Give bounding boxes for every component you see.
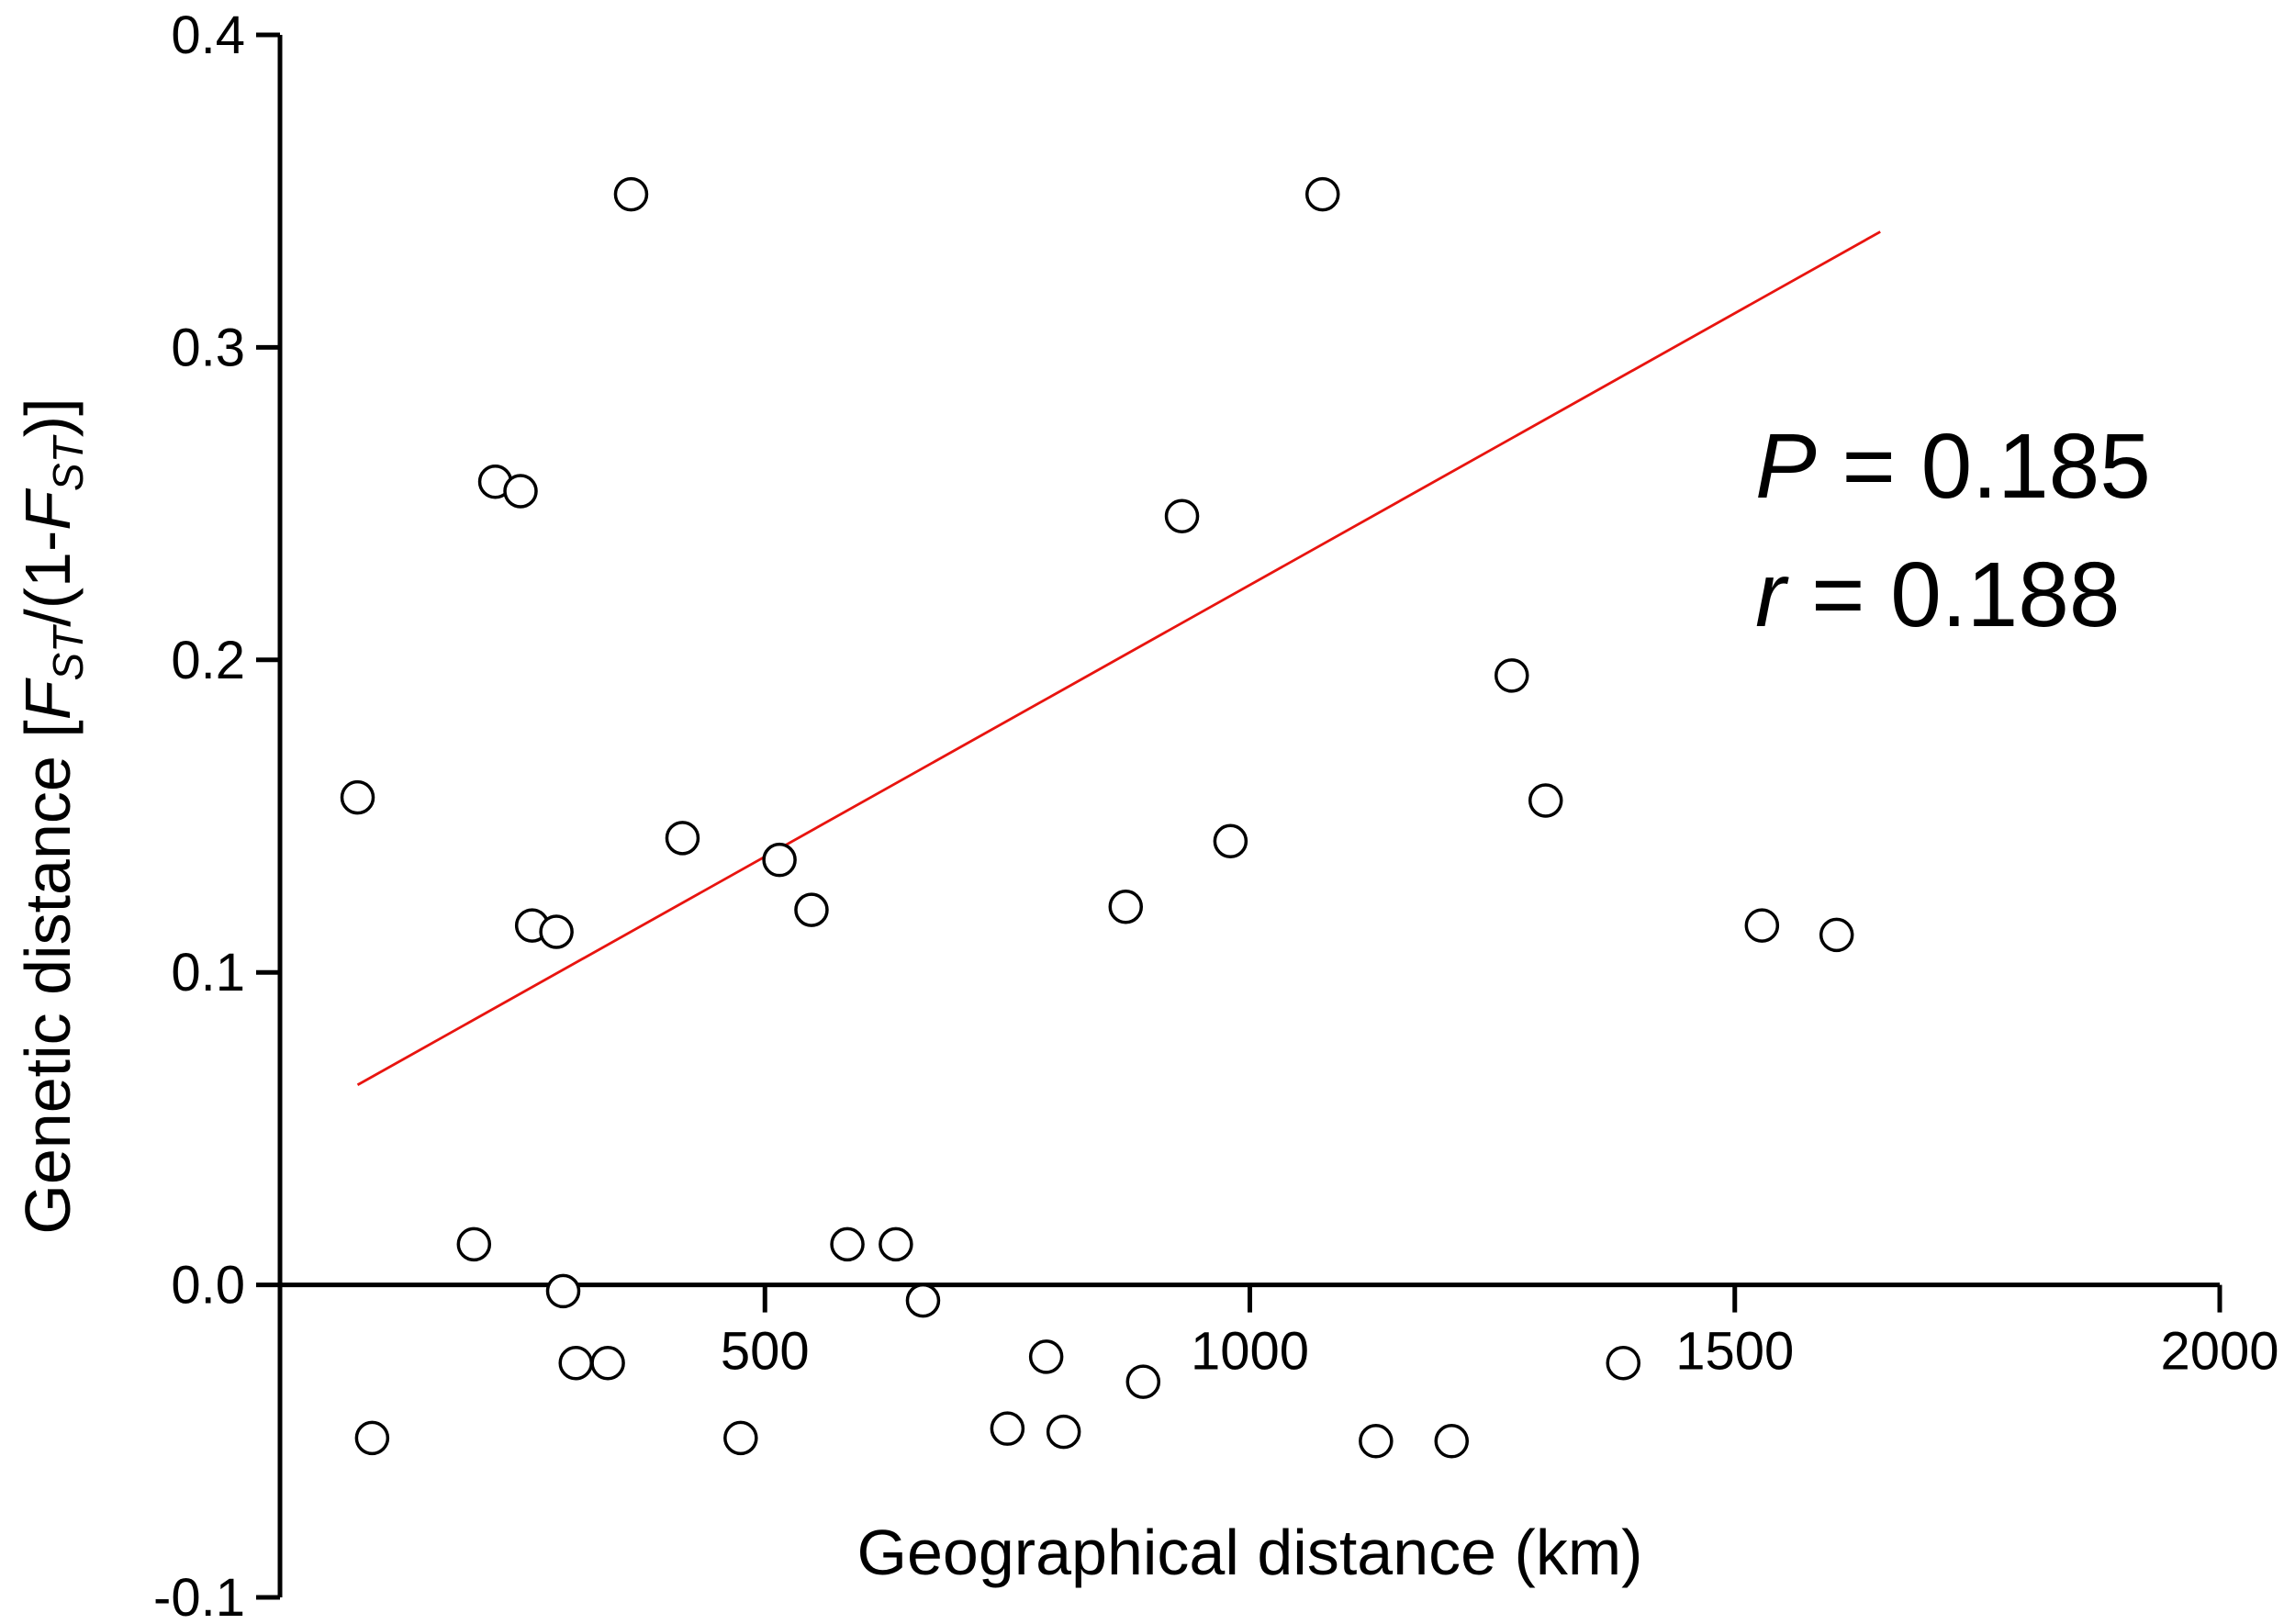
scatter-point xyxy=(1528,783,1563,818)
scatter-point xyxy=(545,1273,581,1309)
scatter-point xyxy=(1359,1424,1394,1459)
scatter-point xyxy=(1164,498,1200,533)
x-tick-label: 2000 xyxy=(2160,1322,2278,1382)
scatter-point xyxy=(1304,176,1340,212)
y-title-part: ST xyxy=(44,434,92,491)
r-value-annotation: r = 0.188 xyxy=(1755,543,2121,646)
y-tick-label: 0.2 xyxy=(171,631,245,690)
r-symbol: r xyxy=(1755,543,1789,646)
p-value-text: = 0.185 xyxy=(1817,415,2151,518)
y-title-part: Genetic distance [ xyxy=(12,720,84,1234)
x-ticks: 500 1000 1500 2000 xyxy=(721,1284,2279,1382)
scatter-point xyxy=(539,914,574,949)
scatter-point xyxy=(503,474,538,509)
scatter-point xyxy=(590,1345,625,1381)
y-tick-label: 0.1 xyxy=(171,943,245,1002)
scatter-point xyxy=(1434,1424,1470,1459)
scatter-point xyxy=(990,1411,1025,1446)
y-tick-label: -0.1 xyxy=(153,1568,245,1624)
y-title-part: /(1- xyxy=(12,531,84,627)
scatter-point xyxy=(1046,1414,1081,1450)
scatter-point xyxy=(456,1226,492,1262)
scatter-point xyxy=(1819,917,1854,953)
y-ticks: -0.1 0.0 0.1 0.2 0.3 0.4 xyxy=(153,6,280,1624)
y-axis-title: Genetic distance [FST/(1-FST)] xyxy=(12,398,92,1234)
scatter-point xyxy=(1495,658,1529,693)
scatter-point xyxy=(1213,823,1248,858)
y-tick-label: 0.0 xyxy=(171,1256,245,1316)
scatter-point xyxy=(794,892,829,927)
scatter-point xyxy=(1028,1339,1064,1374)
scatter-point xyxy=(665,821,700,856)
scatter-point xyxy=(558,1345,593,1381)
scatter-point xyxy=(830,1226,865,1262)
r-value-text: = 0.188 xyxy=(1786,543,2120,646)
scatter-point xyxy=(905,1282,941,1318)
scatter-point xyxy=(354,1420,390,1456)
data-points xyxy=(340,176,1854,1459)
x-tick-label: 500 xyxy=(721,1322,810,1382)
scatter-point xyxy=(1108,889,1144,924)
y-title-part: )] xyxy=(12,398,84,437)
scatter-point xyxy=(1125,1364,1161,1399)
x-axis-title: Geographical distance (km) xyxy=(857,1517,1643,1588)
scatter-point xyxy=(340,779,375,815)
scatter-point xyxy=(1606,1345,1641,1381)
x-tick-label: 1500 xyxy=(1675,1322,1794,1382)
scatter-point xyxy=(613,176,649,212)
p-value-annotation: P = 0.185 xyxy=(1755,415,2151,518)
p-symbol: P xyxy=(1755,415,1817,518)
x-tick-label: 1000 xyxy=(1191,1322,1309,1382)
y-title-part: F xyxy=(12,487,84,531)
scatter-point xyxy=(723,1420,758,1456)
y-title-part: F xyxy=(12,677,84,720)
regression-line xyxy=(356,230,1881,1086)
scatter-point xyxy=(879,1226,913,1262)
y-title-part: ST xyxy=(44,624,92,681)
y-tick-label: 0.4 xyxy=(171,6,245,65)
scatter-point xyxy=(1744,908,1780,943)
y-tick-label: 0.3 xyxy=(171,318,245,377)
scatter-point xyxy=(762,842,797,878)
